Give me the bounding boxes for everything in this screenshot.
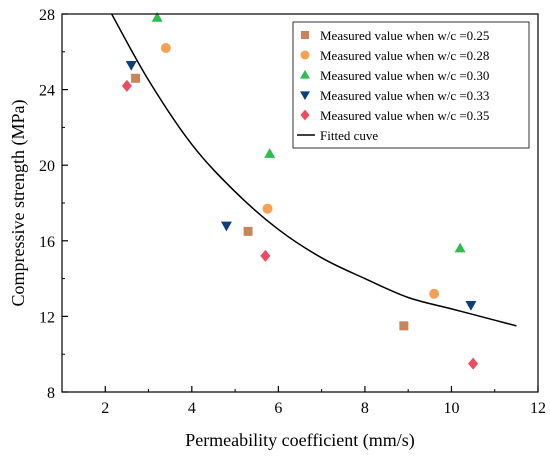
legend: Measured value when w/c =0.25 Measured va… (292, 21, 530, 149)
legend-entry-label: Measured value when w/c =0.28 (320, 48, 489, 63)
x-tick-label: 8 (361, 400, 369, 417)
y-tick-label: 20 (39, 158, 55, 175)
fitted-curve-layer (110, 14, 517, 327)
data-point (131, 73, 141, 83)
legend-marker (300, 91, 310, 101)
x-tick-label: 12 (530, 400, 546, 417)
legend-entry-label: Measured value when w/c =0.35 (320, 108, 489, 123)
legend-marker (301, 31, 309, 39)
legend-marker (300, 69, 310, 79)
x-axis-label: Permeability coefficient (mm/s) (185, 430, 415, 451)
data-point (465, 301, 477, 311)
legend-entry-label: Measured value when w/c =0.30 (320, 68, 489, 83)
data-point (264, 148, 276, 158)
data-point (121, 79, 132, 92)
data-point (151, 12, 163, 22)
x-tick-label: 2 (101, 400, 109, 417)
data-point (468, 357, 479, 370)
y-tick-label: 16 (39, 234, 55, 251)
legend-box (292, 21, 530, 149)
legend-entry-label: Fitted cuve (320, 128, 378, 143)
legend-entry-label: Measured value when w/c =0.33 (320, 88, 489, 103)
legend-marker (300, 109, 310, 121)
data-point (399, 321, 409, 331)
fitted-curve (110, 14, 517, 327)
x-tick-label: 4 (188, 400, 196, 417)
data-point (160, 43, 171, 54)
data-point (454, 242, 466, 253)
y-tick-label: 8 (47, 385, 55, 402)
x-tick-label: 10 (443, 400, 459, 417)
y-tick-label: 24 (39, 83, 55, 100)
data-point (220, 221, 232, 232)
y-tick-label: 28 (39, 7, 55, 24)
data-point (260, 249, 271, 262)
x-tick-label: 6 (274, 400, 282, 417)
legend-entry-label: Measured value when w/c =0.25 (320, 28, 489, 43)
data-points-layer (121, 12, 479, 370)
data-point (262, 203, 273, 214)
y-tick-label: 12 (39, 309, 55, 326)
data-point (125, 61, 137, 71)
legend-marker (300, 50, 310, 60)
data-point (243, 226, 253, 236)
y-axis-label: Compressive strength (MPa) (8, 100, 29, 307)
data-point (429, 288, 440, 299)
